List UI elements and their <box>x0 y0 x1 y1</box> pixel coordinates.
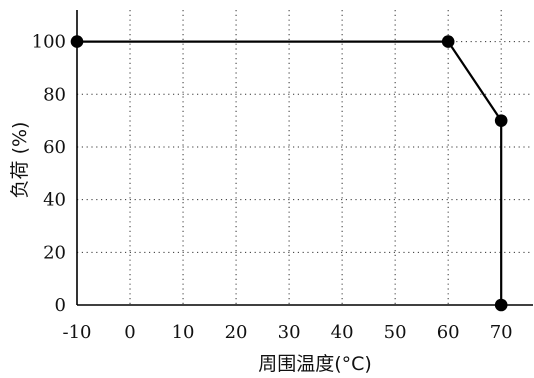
data-point-0-3 <box>494 298 508 312</box>
x-tick-labels: -10 0 10 20 30 40 50 60 70 <box>63 322 513 343</box>
y-tick-labels: 0 20 40 60 80 100 <box>32 32 66 316</box>
data-point-0-0 <box>70 35 84 48</box>
data-point-0-1 <box>441 35 455 48</box>
x-tick-label-6: 50 <box>384 322 407 343</box>
x-tick-label-5: 40 <box>331 322 354 343</box>
x-axis-label: 周围温度(°C) <box>258 353 372 375</box>
x-tick-label-0: -10 <box>63 322 92 343</box>
x-tick-label-7: 60 <box>437 322 460 343</box>
y-tick-label-1: 20 <box>43 242 66 263</box>
x-tick-label-1: 0 <box>124 322 135 343</box>
y-tick-label-4: 80 <box>43 84 66 105</box>
series-line-0 <box>77 40 503 305</box>
x-tick-label-4: 30 <box>278 322 301 343</box>
y-tick-label-3: 60 <box>43 137 66 158</box>
x-tick-label-8: 70 <box>490 322 513 343</box>
y-tick-label-5: 100 <box>32 32 66 53</box>
x-tick-label-2: 10 <box>172 322 195 343</box>
y-tick-label-2: 40 <box>43 190 66 211</box>
y-tick-label-0: 0 <box>55 295 66 316</box>
data-series <box>70 35 508 312</box>
y-axis-label: 负荷 (%) <box>9 122 31 199</box>
x-tick-label-3: 20 <box>225 322 248 343</box>
data-point-0-2 <box>494 114 508 127</box>
axes <box>76 10 533 306</box>
plot-area <box>77 10 533 305</box>
